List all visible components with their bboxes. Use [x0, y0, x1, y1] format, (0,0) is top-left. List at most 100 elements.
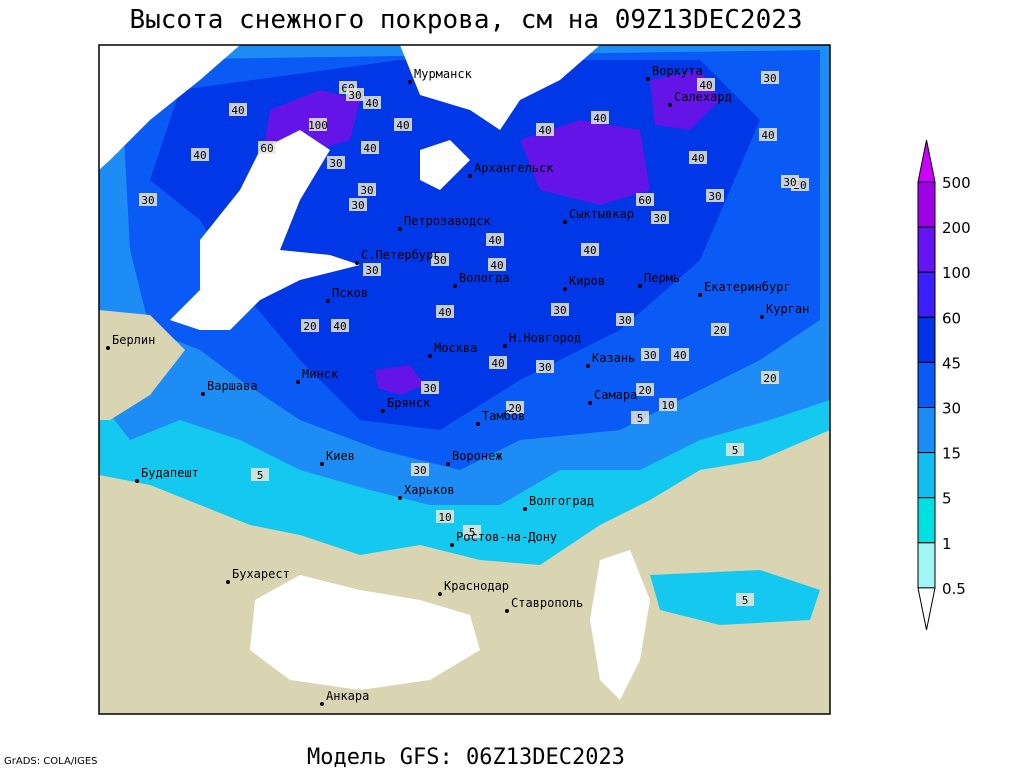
- city-dot: [468, 174, 472, 178]
- city-dot: [408, 80, 412, 84]
- contour-label-box: [616, 313, 634, 326]
- city-label: Казань: [592, 351, 635, 365]
- city-label: Харьков: [404, 483, 455, 497]
- city-label: Ставрополь: [511, 596, 583, 610]
- colorbar-segment: [917, 316, 936, 363]
- contour-label: 40: [761, 129, 774, 142]
- city-label: Мурманск: [414, 67, 473, 81]
- colorbar-top: [917, 139, 936, 183]
- contour-label-box: [139, 193, 157, 206]
- city-label: Брянск: [387, 396, 431, 410]
- contour-label: 30: [351, 199, 364, 212]
- contour-label-box: [761, 71, 779, 84]
- city-dot: [446, 462, 450, 466]
- contour-label: 20: [763, 372, 776, 385]
- contour-label-box: [363, 96, 381, 109]
- contour-label-box: [431, 253, 449, 266]
- contour-label: 40: [365, 97, 378, 110]
- contour-label-box: [781, 175, 799, 188]
- contour-label: 40: [438, 306, 451, 319]
- contour-label: 40: [491, 357, 504, 370]
- city-dot: [586, 364, 590, 368]
- city-label: Киев: [326, 449, 355, 463]
- city-label: Архангельск: [474, 161, 554, 175]
- contour-label: 5: [637, 412, 644, 425]
- colorbar-segment: [917, 497, 936, 544]
- contour-label: 5: [469, 526, 476, 539]
- contour-label-box: [191, 148, 209, 161]
- contour-label-box: [358, 183, 376, 196]
- contour-label: 40: [691, 152, 704, 165]
- contour-label: 30: [618, 314, 631, 327]
- contour-label-box: [536, 123, 554, 136]
- city-label: Самара: [594, 388, 637, 402]
- city-label: Пермь: [644, 271, 680, 285]
- sea-white: [420, 140, 470, 190]
- contour-label-box: [551, 303, 569, 316]
- footer: Модель GFS: 06Z13DEC2023: [307, 745, 625, 768]
- contour-label: 5: [732, 444, 739, 457]
- contour-label-box: [327, 156, 345, 169]
- contour-label: 40: [488, 234, 501, 247]
- city-dot: [226, 580, 230, 584]
- contour-label: 30: [329, 157, 342, 170]
- city-label: Берлин: [112, 333, 155, 347]
- city-dot: [505, 609, 509, 613]
- city-dot: [320, 702, 324, 706]
- city-label: Сыктывкар: [569, 207, 634, 221]
- city-dot: [698, 293, 702, 297]
- colorbar-segment: [917, 361, 936, 408]
- contour-label: 40: [673, 349, 686, 362]
- city-label: Волгоград: [529, 494, 594, 508]
- snow-5b: [650, 570, 820, 625]
- contour-label-box: [411, 463, 429, 476]
- city-label: Тамбов: [482, 409, 525, 423]
- city-dot: [398, 496, 402, 500]
- map-frame: [98, 44, 831, 715]
- city-label: Краснодар: [444, 579, 509, 593]
- contour-label: 40: [593, 112, 606, 125]
- city-dot: [428, 354, 432, 358]
- contour-label-box: [301, 319, 319, 332]
- city-label: Н.Новгород: [509, 331, 581, 345]
- colorbar-label: 100: [942, 264, 971, 282]
- city-label: Минск: [302, 367, 339, 381]
- snow-100b: [520, 120, 650, 205]
- contour-label-box: [759, 128, 777, 141]
- contour-label: 10: [438, 511, 451, 524]
- city-label: Бухарест: [232, 567, 290, 581]
- contour-label-box: [659, 398, 677, 411]
- city-dot: [760, 315, 764, 319]
- contour-label: 30: [653, 212, 666, 225]
- snow-100d: [375, 365, 425, 395]
- contour-label-box: [706, 189, 724, 202]
- contour-label: 10: [661, 399, 674, 412]
- sea-black: [250, 575, 480, 690]
- contour-label-box: [394, 118, 412, 131]
- city-label: Москва: [434, 341, 477, 355]
- city-dot: [638, 284, 642, 288]
- contour-label: 40: [193, 149, 206, 162]
- contour-label: 30: [538, 361, 551, 374]
- city-dot: [320, 462, 324, 466]
- city-label: Вологда: [459, 271, 510, 285]
- city-label: Воронеж: [452, 449, 503, 463]
- contour-label: 40: [363, 142, 376, 155]
- colorbar-label: 1: [942, 535, 952, 553]
- city-label: Киров: [569, 274, 605, 288]
- contour-label: 30: [553, 304, 566, 317]
- contour-label: 100: [308, 119, 328, 132]
- city-label: Будапешт: [141, 466, 199, 480]
- city-label: Ростов-на-Дону: [456, 530, 557, 544]
- sea-caspian: [590, 550, 650, 700]
- contour-label: 40: [699, 79, 712, 92]
- city-label: Варшава: [207, 379, 258, 393]
- contour-label: 60: [260, 142, 273, 155]
- city-dot: [201, 392, 205, 396]
- contour-label: 40: [538, 124, 551, 137]
- colorbar-label: 60: [942, 309, 961, 327]
- contour-label-box: [251, 468, 269, 481]
- city-dot: [355, 261, 359, 265]
- colorbar-segment: [917, 181, 936, 228]
